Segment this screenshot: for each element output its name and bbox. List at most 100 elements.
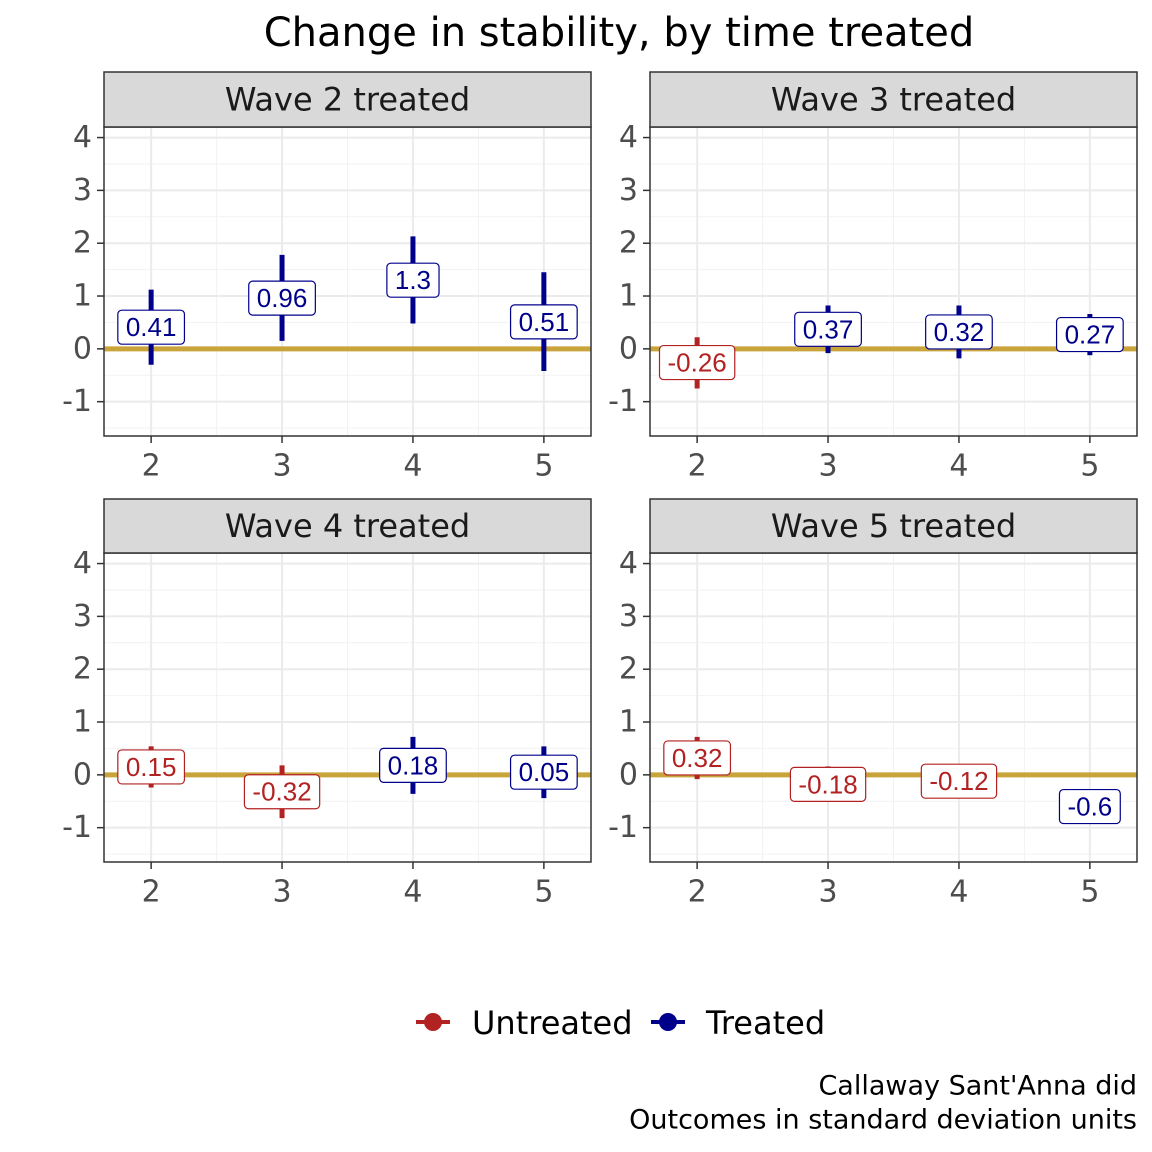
facet-strip-label: Wave 4 treated xyxy=(225,507,470,545)
legend-key-point xyxy=(659,1013,677,1031)
x-tick-label: 4 xyxy=(403,875,422,910)
facet-panels: 0.41 0.96 1.3 0.51 Wave 2 treated 4 3 2 1 0 -1 2 3 4 5… xyxy=(62,71,1138,910)
data-label: -0.18 xyxy=(789,766,867,802)
data-label-box xyxy=(509,304,578,340)
y-tick-label: 3 xyxy=(73,173,92,208)
data-label-text: -0.12 xyxy=(929,766,988,796)
y-tick-label: 0 xyxy=(73,757,92,792)
panel-1: 0.41 0.96 1.3 0.51 Wave 2 treated 4 3 2 1 0 -1 2 3 4 5 xyxy=(62,71,592,484)
data-label-text: 0.18 xyxy=(388,750,439,780)
y-tick-label: 3 xyxy=(619,173,638,208)
data-label-box xyxy=(117,749,186,785)
data-label-text: -0.18 xyxy=(798,769,857,799)
data-label-box xyxy=(925,314,993,350)
y-tick-label: -1 xyxy=(62,384,92,419)
data-label: 1.3 xyxy=(386,262,440,298)
data-label: 0.32 xyxy=(925,314,993,350)
facet-strip xyxy=(649,498,1138,554)
data-label-text: -0.32 xyxy=(252,777,311,807)
data-label: -0.12 xyxy=(920,763,998,799)
facet-strip xyxy=(103,71,592,128)
y-tick-label: 4 xyxy=(73,120,92,155)
y-tick-label: 0 xyxy=(619,757,638,792)
caption-line: Callaway Sant'Anna did xyxy=(818,1071,1137,1102)
y-tick-label: -1 xyxy=(608,810,638,845)
x-tick-label: 3 xyxy=(272,875,291,910)
x-tick-label: 2 xyxy=(688,875,707,910)
chart-title: Change in stability, by time treated xyxy=(264,10,975,56)
data-label-text: 1.3 xyxy=(395,265,431,295)
y-tick-label: 1 xyxy=(73,705,92,740)
y-tick-label: -1 xyxy=(62,810,92,845)
y-tick-label: 3 xyxy=(619,599,638,634)
data-label-box xyxy=(248,280,316,316)
facet-strip-label: Wave 5 treated xyxy=(771,507,1016,545)
data-label-box xyxy=(789,766,867,802)
data-label-text: -0.26 xyxy=(667,348,726,378)
legend-item-treated: Treated xyxy=(651,1004,825,1042)
x-tick-label: 5 xyxy=(1080,875,1099,910)
data-label-text: 0.05 xyxy=(519,757,570,787)
data-label-text: 0.51 xyxy=(519,307,570,337)
x-tick-label: 5 xyxy=(534,875,553,910)
x-tick-label: 4 xyxy=(403,449,422,484)
caption-line: Outcomes in standard deviation units xyxy=(629,1105,1137,1136)
x-tick-label: 5 xyxy=(534,449,553,484)
data-label-box xyxy=(509,754,578,790)
y-tick-label: -1 xyxy=(608,384,638,419)
y-tick-label: 0 xyxy=(73,331,92,366)
x-tick-label: 3 xyxy=(272,449,291,484)
data-label-box xyxy=(1058,788,1121,825)
data-label-text: -0.6 xyxy=(1067,792,1112,822)
y-tick-label: 4 xyxy=(619,120,638,155)
legend-label: Treated xyxy=(705,1004,825,1042)
data-label: -0.26 xyxy=(658,344,736,381)
legend-key-point xyxy=(424,1013,442,1031)
x-tick-label: 2 xyxy=(142,449,161,484)
data-label: 0.18 xyxy=(379,747,447,783)
y-tick-label: 1 xyxy=(73,279,92,314)
data-label: 0.96 xyxy=(248,280,316,316)
y-tick-label: 2 xyxy=(619,652,638,687)
data-label-text: 0.41 xyxy=(126,312,177,342)
data-label-text: 0.15 xyxy=(126,752,177,782)
x-tick-label: 4 xyxy=(949,449,968,484)
data-label-box xyxy=(663,740,732,776)
facet-strip-label: Wave 2 treated xyxy=(225,81,470,119)
y-tick-label: 2 xyxy=(73,652,92,687)
data-label-box xyxy=(1055,316,1124,353)
y-tick-label: 4 xyxy=(619,546,638,581)
panel-2: -0.26 0.37 0.32 0.27 Wave 3 treated 4 3 2 1 0 -1 2 3… xyxy=(608,71,1138,484)
data-label: 0.32 xyxy=(663,740,732,776)
data-label-box xyxy=(794,311,862,347)
x-tick-label: 2 xyxy=(142,875,161,910)
data-label: -0.6 xyxy=(1058,788,1121,825)
y-tick-label: 1 xyxy=(619,705,638,740)
data-label-box xyxy=(243,774,321,810)
facet-strip xyxy=(103,498,592,554)
x-tick-label: 5 xyxy=(1080,449,1099,484)
data-label-box xyxy=(920,763,998,799)
data-label-box xyxy=(658,344,736,381)
data-label: -0.32 xyxy=(243,774,321,810)
x-tick-label: 4 xyxy=(949,875,968,910)
y-tick-label: 4 xyxy=(73,546,92,581)
data-label-box xyxy=(117,309,186,345)
x-tick-label: 3 xyxy=(818,449,837,484)
panel-3: 0.15 -0.32 0.18 0.05 Wave 4 treated 4 3 2 1 0 -1 2 3… xyxy=(62,498,592,910)
x-tick-label: 2 xyxy=(688,449,707,484)
data-label: 0.51 xyxy=(509,304,578,340)
data-label: 0.27 xyxy=(1055,316,1124,353)
legend-item-untreated: Untreated xyxy=(416,1004,633,1042)
legend-label: Untreated xyxy=(472,1004,633,1042)
data-label-box xyxy=(379,747,447,783)
facet-strip xyxy=(649,71,1138,128)
data-label-box xyxy=(386,262,440,298)
data-label: 0.41 xyxy=(117,309,186,345)
facet-strip-label: Wave 3 treated xyxy=(771,81,1016,119)
data-label: 0.37 xyxy=(794,311,862,347)
y-tick-label: 1 xyxy=(619,279,638,314)
legend: Untreated Treated xyxy=(416,1004,825,1042)
data-label: 0.05 xyxy=(509,754,578,790)
